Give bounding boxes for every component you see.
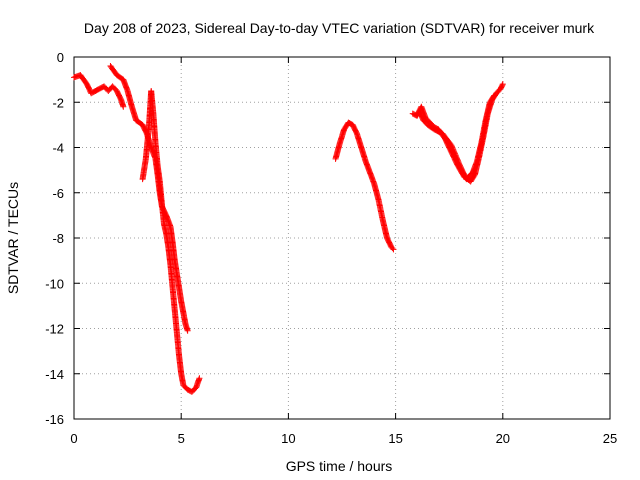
y-tick-label: -14 (45, 367, 64, 382)
x-tick-label: 15 (388, 431, 402, 446)
y-tick-label: -8 (52, 231, 64, 246)
y-tick-label: -12 (45, 322, 64, 337)
data-point (120, 103, 127, 110)
y-tick-label: 0 (57, 50, 64, 65)
x-tick-label: 0 (70, 431, 77, 446)
data-point (490, 93, 497, 100)
data-point (184, 327, 191, 334)
data-point (491, 92, 498, 99)
y-tick-label: -16 (45, 412, 64, 427)
y-tick-label: -10 (45, 276, 64, 291)
x-tick-label: 20 (496, 431, 510, 446)
y-tick-label: -6 (52, 186, 64, 201)
data-point (390, 246, 397, 253)
data-point (499, 82, 506, 89)
y-tick-label: -4 (52, 141, 64, 156)
x-tick-label: 10 (281, 431, 295, 446)
x-tick-label: 25 (603, 431, 617, 446)
x-tick-label: 5 (178, 431, 185, 446)
tick-layer: 0 5 10 15 20 25 0 -2 -4 -6 -8 -10 -12 -14 -16 (45, 50, 617, 446)
grid-layer (74, 57, 610, 419)
chart-title: Day 208 of 2023, Sidereal Day-to-day VTE… (84, 20, 595, 36)
data-point (196, 375, 203, 382)
y-axis-label: SDTVAR / TECUs (5, 182, 21, 294)
data-point (499, 81, 506, 88)
x-axis-label: GPS time / hours (286, 458, 393, 474)
y-tick-label: -2 (52, 95, 64, 110)
data-point (389, 245, 396, 252)
data-layer (71, 63, 506, 395)
